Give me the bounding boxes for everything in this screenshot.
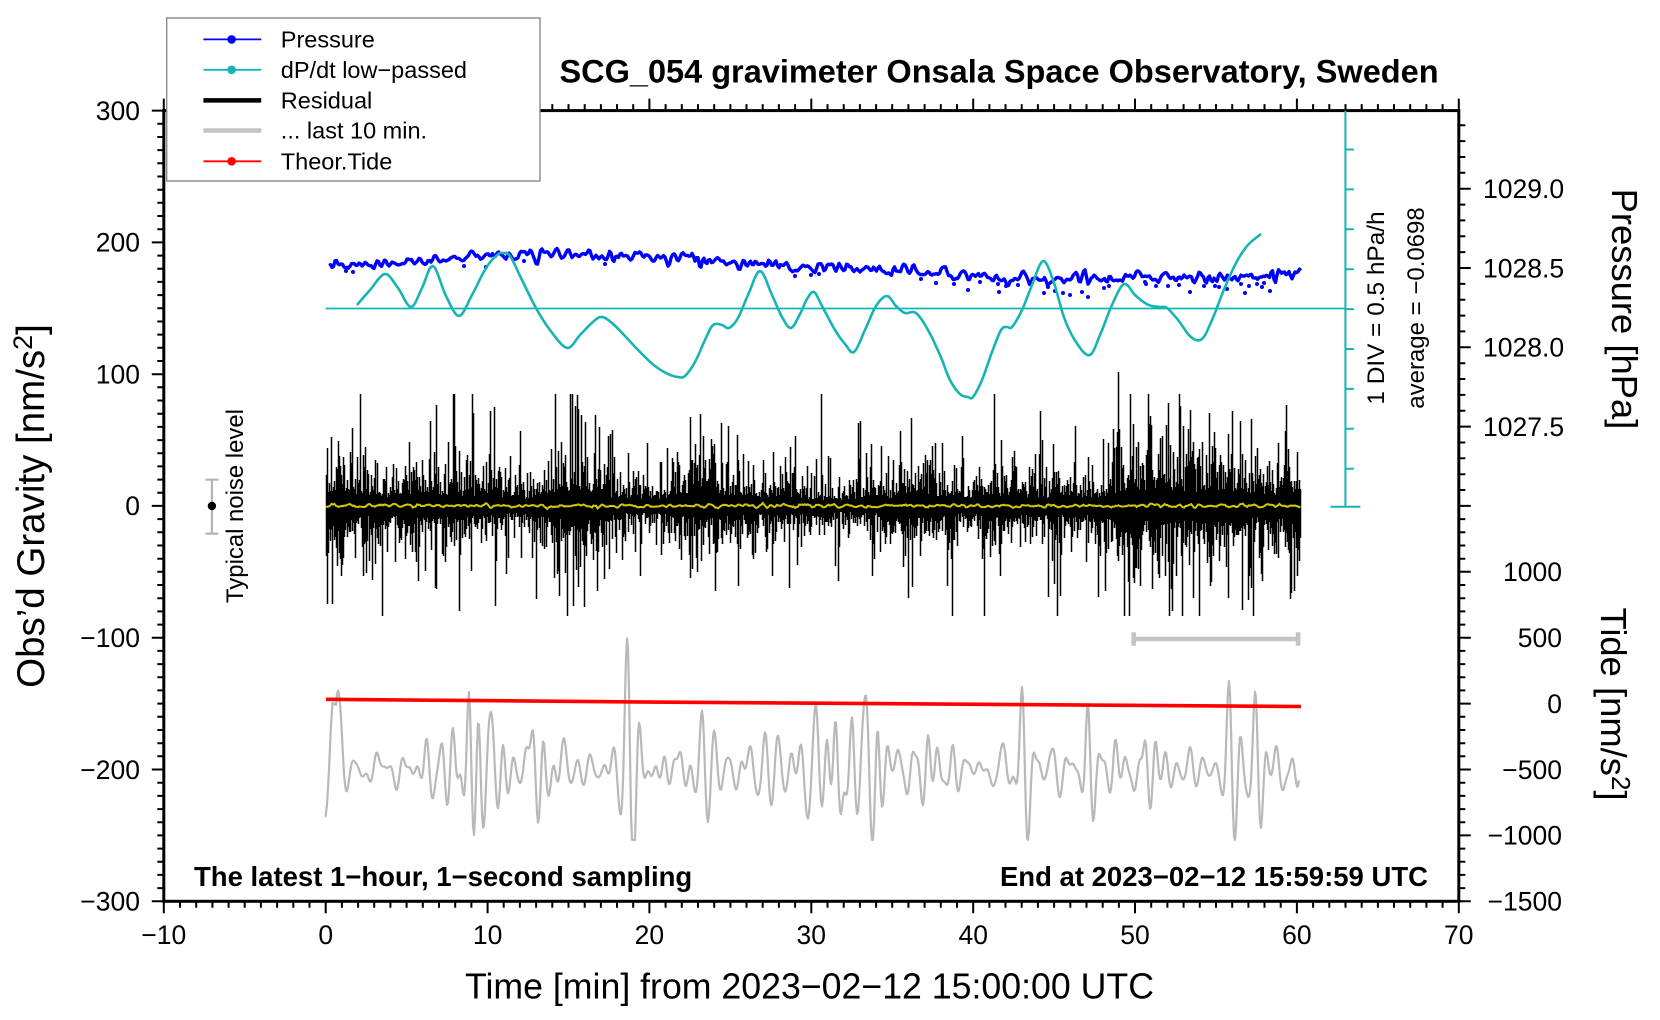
svg-text:70: 70: [1444, 920, 1473, 950]
svg-text:Tide [nm/s2]: Tide [nm/s2]: [1593, 607, 1636, 800]
svg-text:1027.5: 1027.5: [1483, 412, 1564, 442]
svg-text:10: 10: [473, 920, 502, 950]
svg-text:100: 100: [96, 359, 140, 389]
svg-text:average = −0.0698: average = −0.0698: [1403, 207, 1430, 409]
svg-text:1000: 1000: [1503, 557, 1562, 587]
svg-text:Typical noise level: Typical noise level: [222, 409, 249, 603]
svg-text:20: 20: [635, 920, 664, 950]
svg-text:End at 2023−02−12 15:59:59 UTC: End at 2023−02−12 15:59:59 UTC: [1000, 861, 1428, 892]
svg-text:−1500: −1500: [1488, 887, 1562, 917]
svg-text:1029.0: 1029.0: [1483, 174, 1564, 204]
svg-text:30: 30: [797, 920, 826, 950]
svg-text:−300: −300: [80, 887, 140, 917]
svg-text:Time [min] from 2023−02−12 15:: Time [min] from 2023−02−12 15:00:00 UTC: [465, 966, 1154, 1006]
svg-text:... last 10 min.: ... last 10 min.: [281, 118, 427, 144]
svg-text:Pressure: Pressure: [281, 27, 375, 53]
svg-text:−10: −10: [141, 920, 186, 950]
svg-text:SCG_054 gravimeter Onsala Spac: SCG_054 gravimeter Onsala Space Observat…: [559, 54, 1438, 90]
svg-text:−1000: −1000: [1488, 821, 1562, 851]
svg-text:Theor.Tide: Theor.Tide: [281, 149, 392, 175]
svg-text:−500: −500: [1502, 755, 1562, 785]
svg-text:0: 0: [1547, 689, 1562, 719]
svg-text:−200: −200: [80, 755, 140, 785]
svg-text:The latest 1−hour, 1−second sa: The latest 1−hour, 1−second sampling: [194, 861, 692, 892]
svg-text:Residual: Residual: [281, 88, 372, 114]
svg-text:50: 50: [1120, 920, 1149, 950]
svg-text:300: 300: [96, 96, 140, 126]
svg-text:500: 500: [1518, 623, 1562, 653]
svg-text:0: 0: [125, 491, 140, 521]
svg-text:60: 60: [1282, 920, 1311, 950]
svg-text:1028.5: 1028.5: [1483, 253, 1564, 283]
svg-text:1 DIV = 0.5 hPa/h: 1 DIV = 0.5 hPa/h: [1363, 211, 1390, 404]
svg-text:dP/dt low−passed: dP/dt low−passed: [281, 57, 467, 83]
svg-text:1028.0: 1028.0: [1483, 333, 1564, 363]
svg-text:−100: −100: [80, 623, 140, 653]
svg-text:Pressure [hPa]: Pressure [hPa]: [1604, 189, 1645, 430]
svg-text:200: 200: [96, 228, 140, 258]
svg-text:Obs’d Gravity [nm/s2]: Obs’d Gravity [nm/s2]: [8, 324, 53, 688]
svg-text:0: 0: [318, 920, 333, 950]
svg-text:40: 40: [958, 920, 987, 950]
